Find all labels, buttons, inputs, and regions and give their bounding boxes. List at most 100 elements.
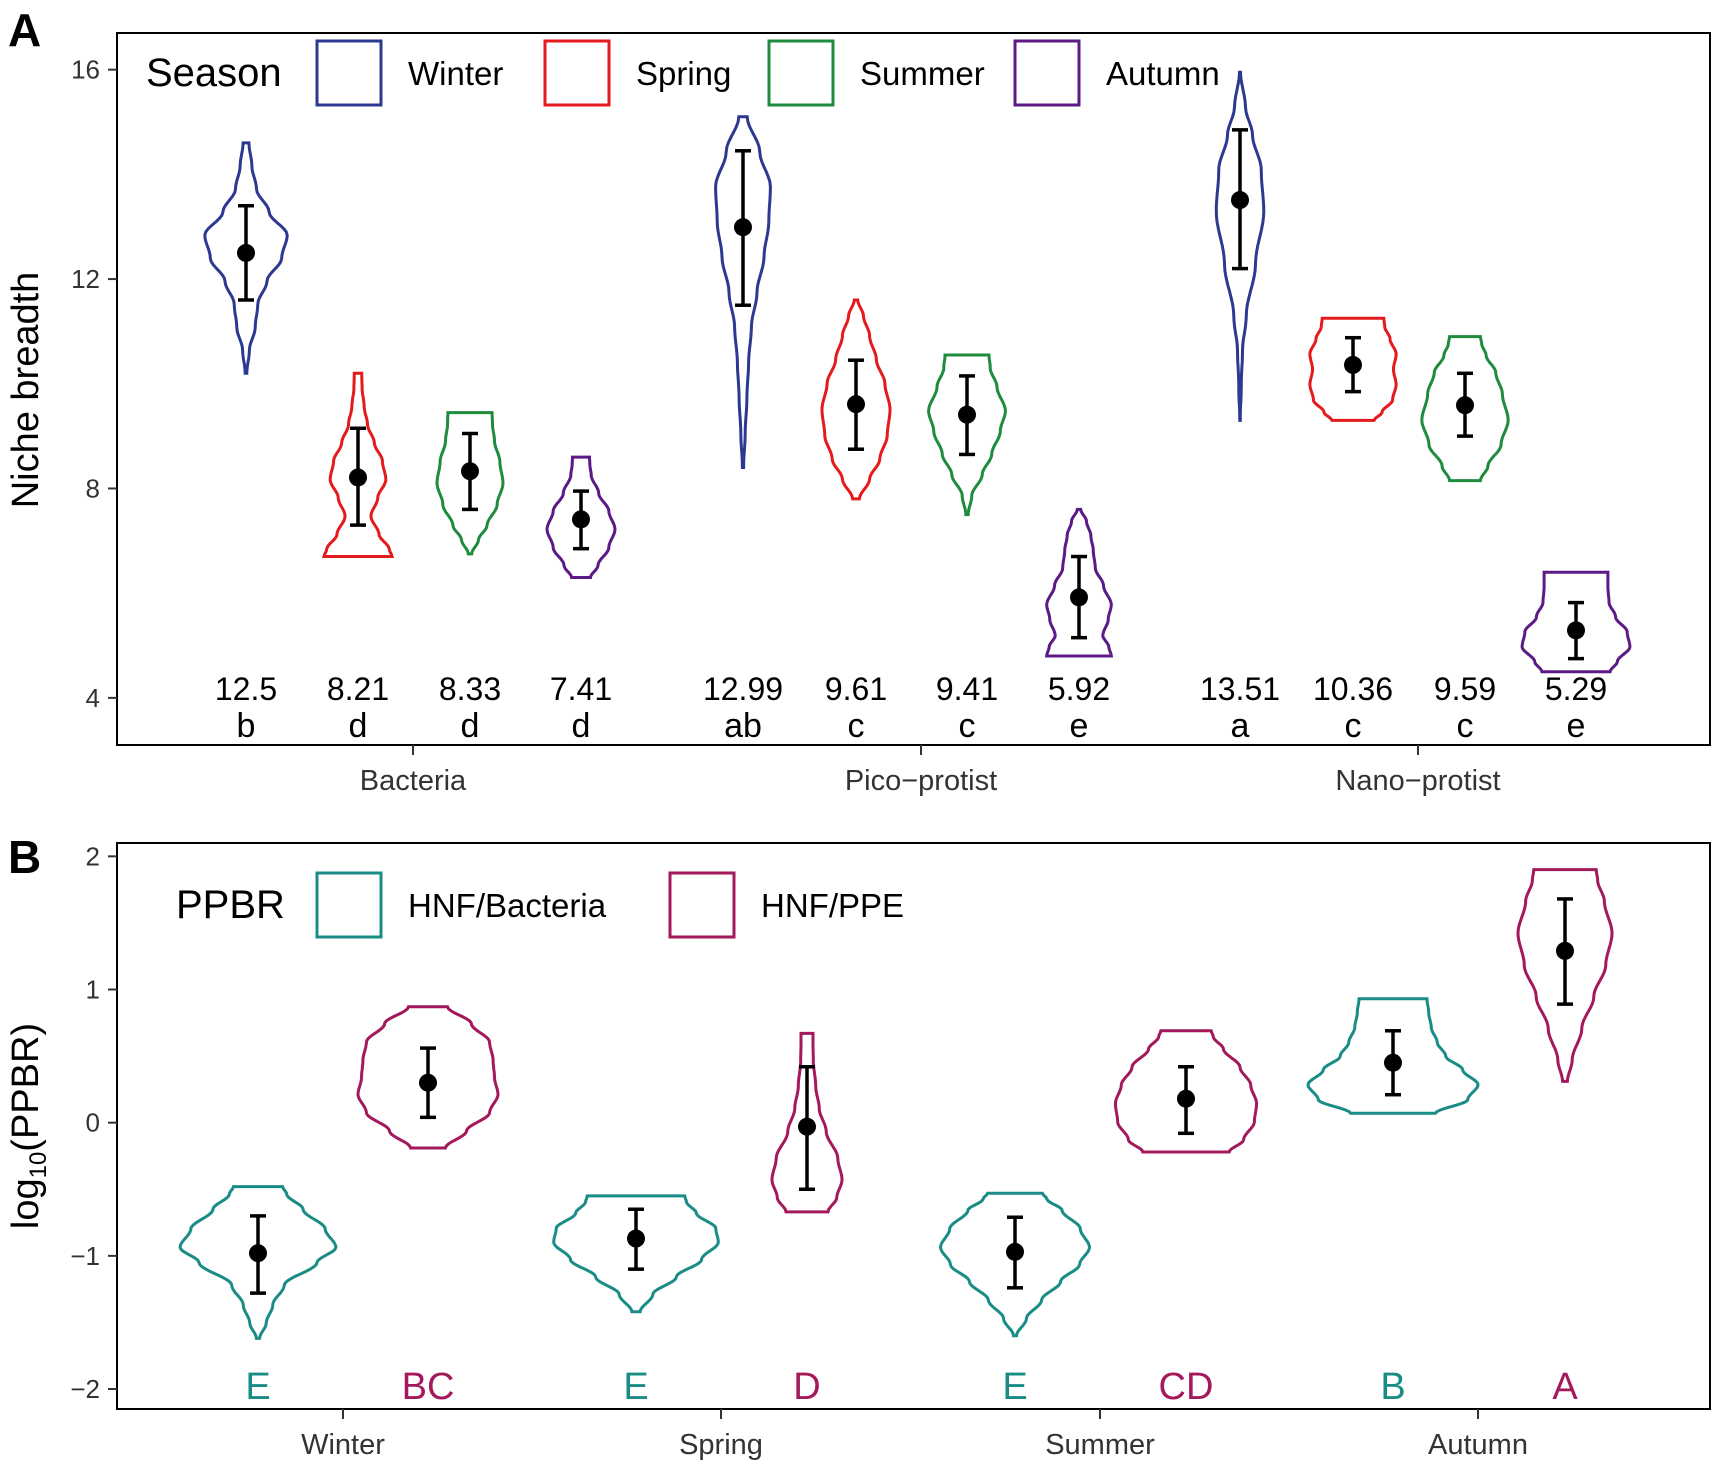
a-y-tick-label: 8: [86, 473, 100, 503]
panel-b: B −2 −1 0 1 2 Winter Spring Summer Autumn log10…: [5, 831, 1711, 1461]
a-legend-label-autumn: Autumn: [1106, 55, 1220, 92]
a-mean-point-pico-protist-winter: [734, 218, 752, 237]
a-mean-point-nano-protist-autumn: [1567, 621, 1585, 640]
b-y-tick-label: 1: [86, 974, 100, 1004]
panel-b-y-axis: −2 −1 0 1 2: [70, 841, 117, 1404]
a-mean-label-bacteria-spring: 8.21: [327, 671, 389, 707]
panel-a-plot-area: [116, 32, 1711, 746]
a-mean-label-pico-protist-autumn: 5.92: [1048, 671, 1110, 707]
panel-a: A 4 8 12 16 Bacteria Pico−protist Nano−protis…: [5, 4, 1711, 797]
a-mean-label-nano-protist-spring: 10.36: [1313, 671, 1393, 707]
a-x-tick-label-nano-protist: Nano−protist: [1335, 765, 1500, 797]
a-y-tick-label: 4: [86, 683, 100, 713]
a-mean-label-pico-protist-winter: 12.99: [703, 671, 783, 707]
a-significance-label-bacteria-winter: b: [237, 707, 256, 745]
b-x-tick-label-autumn: Autumn: [1428, 1429, 1528, 1461]
b-y-tick-label: 0: [86, 1108, 100, 1138]
b-mean-point-summer-hnf-ppe: [1177, 1089, 1195, 1108]
a-mean-label-pico-protist-spring: 9.61: [825, 671, 887, 707]
a-mean-label-bacteria-autumn: 7.41: [550, 671, 612, 707]
a-significance-label-nano-protist-winter: a: [1231, 707, 1250, 745]
b-x-tick-label-spring: Spring: [679, 1429, 763, 1461]
a-legend-key-autumn: [1013, 39, 1081, 107]
panel-a-legend: Season Winter Spring Summer Autumn: [146, 39, 1220, 107]
panel-b-y-label-sub: 10: [25, 1152, 52, 1179]
a-significance-label-bacteria-autumn: d: [572, 707, 591, 745]
b-legend-key-hnf-ppe: [668, 871, 736, 939]
b-mean-point-winter-hnf-ppe: [419, 1073, 437, 1092]
a-significance-label-nano-protist-summer: c: [1457, 707, 1474, 745]
a-mean-label-nano-protist-winter: 13.51: [1200, 671, 1280, 707]
a-mean-point-bacteria-winter: [237, 243, 255, 262]
b-mean-point-autumn-hnf-ppe: [1556, 941, 1574, 960]
b-significance-label-spring-hnf-ppe: D: [793, 1366, 820, 1408]
b-significance-label-autumn-hnf-bacteria: B: [1380, 1366, 1405, 1408]
b-x-tick-label-winter: Winter: [301, 1429, 385, 1461]
a-y-tick-label: 12: [71, 264, 100, 294]
a-mean-point-bacteria-autumn: [572, 510, 590, 529]
panel-a-x-axis: Bacteria Pico−protist Nano−protist: [360, 745, 1501, 797]
b-significance-label-summer-hnf-ppe: CD: [1159, 1366, 1214, 1408]
b-significance-label-autumn-hnf-ppe: A: [1552, 1366, 1578, 1408]
b-mean-point-spring-hnf-ppe: [798, 1117, 816, 1136]
b-significance-label-spring-hnf-bacteria: E: [623, 1366, 648, 1408]
panel-a-violins: [203, 70, 1632, 674]
b-legend-title: PPBR: [176, 883, 285, 927]
b-legend-label-hnf-bacteria: HNF/Bacteria: [408, 887, 607, 924]
a-legend-label-spring: Spring: [636, 55, 731, 92]
a-mean-point-nano-protist-summer: [1456, 396, 1474, 415]
b-mean-point-autumn-hnf-bacteria: [1384, 1053, 1402, 1072]
a-legend-label-summer: Summer: [860, 55, 985, 92]
b-y-tick-label: 2: [86, 841, 100, 871]
a-x-tick-label-bacteria: Bacteria: [360, 765, 467, 797]
b-mean-point-winter-hnf-bacteria: [249, 1244, 267, 1263]
b-legend-label-hnf-ppe: HNF/PPE: [761, 887, 904, 924]
panel-b-y-axis-label: log10(PPBR): [5, 1023, 52, 1229]
panel-b-x-axis: Winter Spring Summer Autumn: [301, 1409, 1528, 1461]
panel-b-tag: B: [8, 831, 41, 883]
a-significance-label-pico-protist-autumn: e: [1070, 707, 1089, 745]
panel-a-y-axis-label: Niche breadth: [5, 272, 47, 509]
b-x-tick-label-summer: Summer: [1045, 1429, 1155, 1461]
panel-b-annotations: E BC E D E CD B A: [245, 1366, 1578, 1408]
b-mean-point-summer-hnf-bacteria: [1006, 1242, 1024, 1261]
panel-a-tag: A: [8, 4, 41, 56]
panel-b-y-label-tail: (PPBR): [5, 1023, 47, 1152]
a-significance-label-pico-protist-winter: ab: [724, 707, 762, 745]
a-mean-label-nano-protist-summer: 9.59: [1434, 671, 1496, 707]
a-significance-label-nano-protist-spring: c: [1345, 707, 1362, 745]
a-y-tick-label: 16: [71, 55, 100, 85]
a-x-tick-label-pico-protist: Pico−protist: [845, 765, 997, 797]
a-mean-label-bacteria-winter: 12.5: [215, 671, 277, 707]
a-significance-label-pico-protist-spring: c: [848, 707, 865, 745]
b-significance-label-winter-hnf-bacteria: E: [245, 1366, 270, 1408]
a-mean-point-bacteria-spring: [349, 468, 367, 487]
panel-a-y-axis: 4 8 12 16: [71, 55, 117, 713]
a-legend-key-spring: [543, 39, 611, 107]
a-mean-point-pico-protist-spring: [847, 395, 865, 414]
b-significance-label-summer-hnf-bacteria: E: [1002, 1366, 1027, 1408]
a-mean-label-bacteria-summer: 8.33: [439, 671, 501, 707]
a-significance-label-bacteria-summer: d: [461, 707, 480, 745]
panel-a-annotations: 12.5b8.21d8.33d7.41d12.99ab9.61c9.41c5.9…: [215, 671, 1607, 745]
panel-b-legend: PPBR HNF/Bacteria HNF/PPE: [176, 871, 904, 939]
a-significance-label-nano-protist-autumn: e: [1567, 707, 1586, 745]
b-mean-point-spring-hnf-bacteria: [627, 1229, 645, 1248]
b-y-tick-label: −2: [70, 1374, 100, 1404]
a-mean-label-pico-protist-summer: 9.41: [936, 671, 998, 707]
panel-b-violins: [178, 868, 1614, 1340]
a-mean-point-nano-protist-spring: [1344, 355, 1362, 374]
panel-b-plot-area: [116, 842, 1711, 1410]
panel-b-y-label-main: log: [5, 1178, 47, 1229]
b-y-tick-label: −1: [70, 1241, 100, 1271]
a-mean-point-nano-protist-winter: [1231, 191, 1249, 210]
b-significance-label-winter-hnf-ppe: BC: [402, 1366, 455, 1408]
a-legend-label-winter: Winter: [408, 55, 503, 92]
a-significance-label-pico-protist-summer: c: [959, 707, 976, 745]
a-mean-point-bacteria-summer: [461, 462, 479, 481]
a-mean-label-nano-protist-autumn: 5.29: [1545, 671, 1607, 707]
b-legend-key-hnf-bacteria: [315, 871, 383, 939]
a-legend-title: Season: [146, 51, 282, 95]
a-legend-key-winter: [315, 39, 383, 107]
